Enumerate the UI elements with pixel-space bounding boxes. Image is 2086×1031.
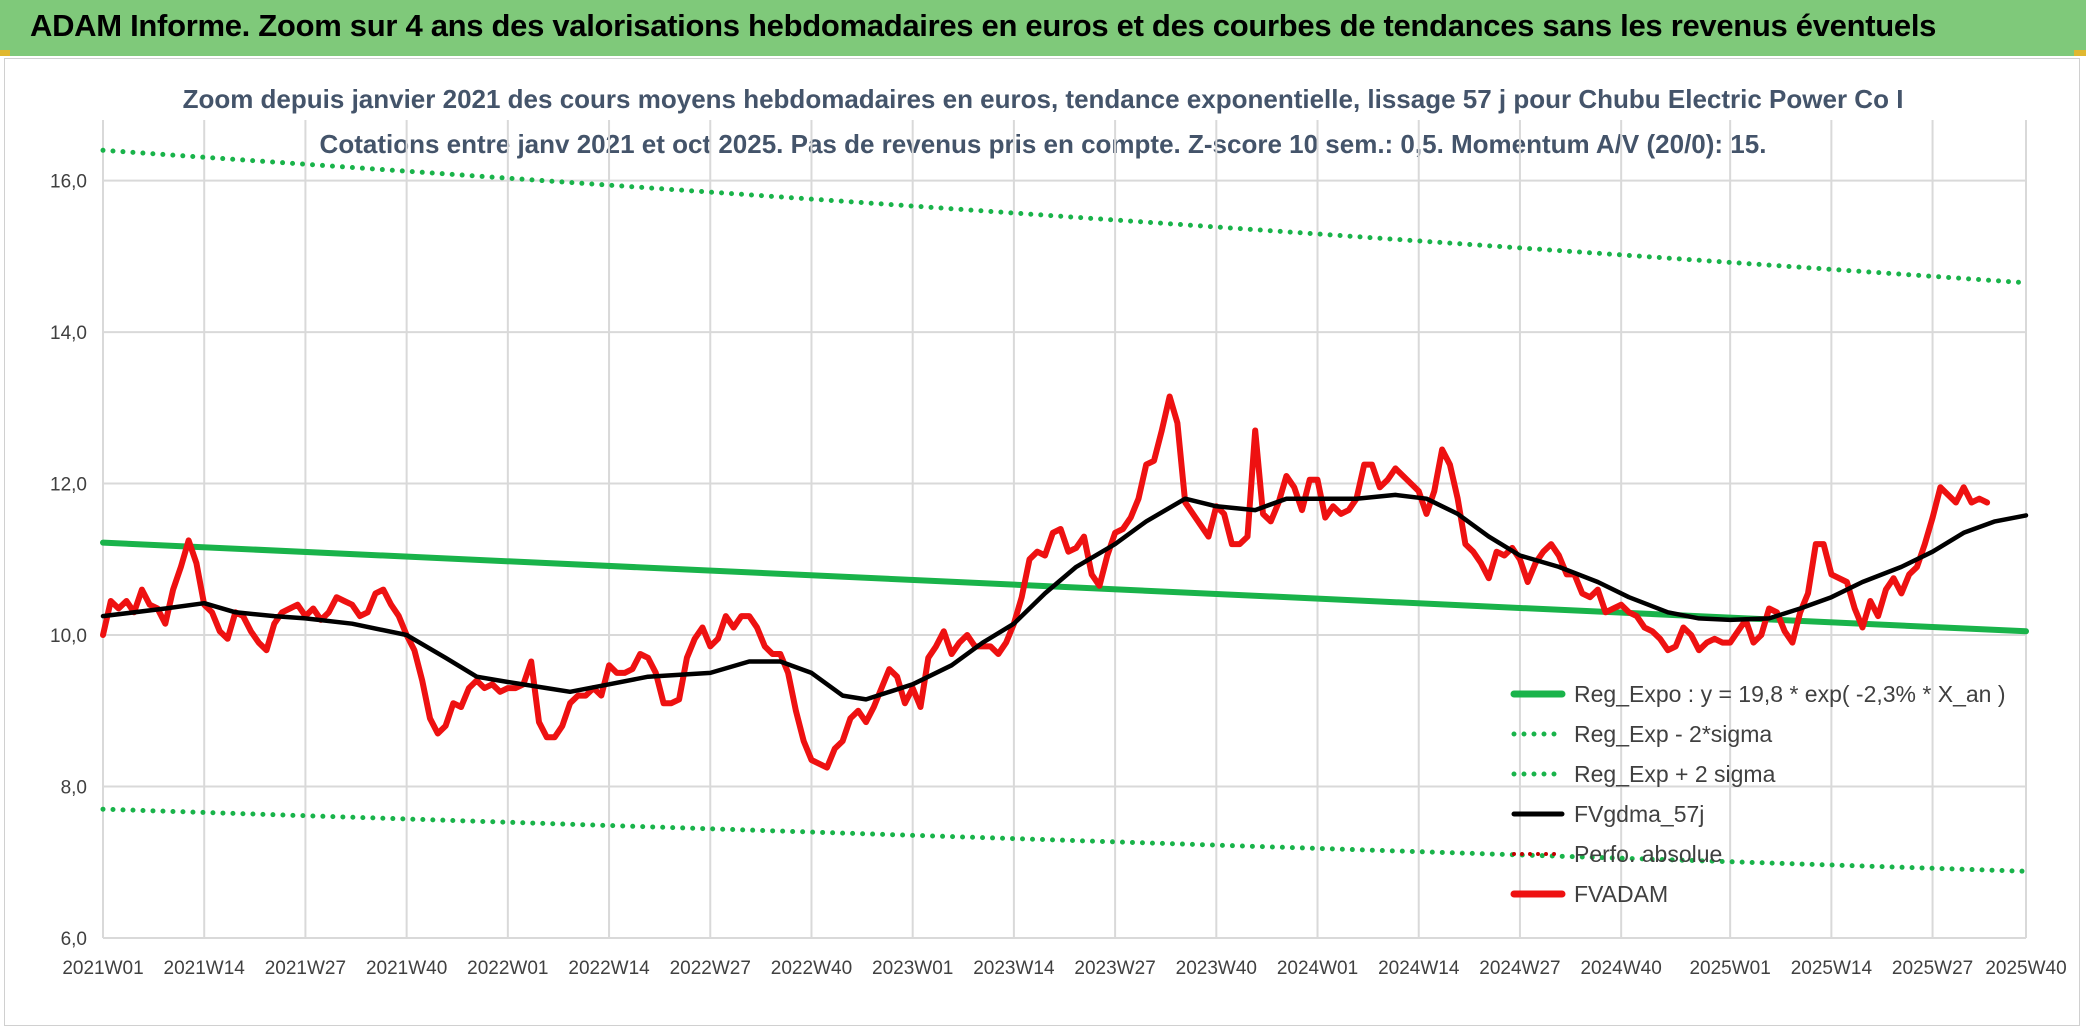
x-tick-label: 2024W14 — [1378, 958, 1460, 979]
legend-fvadam-label: FVADAM — [1574, 881, 1668, 907]
y-tick-label: 16,0 — [50, 172, 87, 193]
x-tick-label: 2021W14 — [164, 958, 246, 979]
x-tick-label: 2025W27 — [1892, 958, 1973, 979]
header-banner: ADAM Informe. Zoom sur 4 ans des valoris… — [0, 0, 2086, 56]
x-gridlines — [102, 120, 2027, 938]
fvgdma-57j-line — [100, 492, 2029, 702]
x-tick-label: 2021W40 — [366, 958, 447, 979]
y-tick-label: 14,0 — [50, 323, 87, 344]
x-tick-label: 2022W27 — [670, 958, 751, 979]
x-tick-label: 2023W27 — [1074, 958, 1155, 979]
y-axis-labels: 6,0 8,0 10,0 12,0 14,0 16,0 — [50, 172, 87, 950]
x-tick-label: 2023W40 — [1176, 958, 1257, 979]
legend-reg-expo-label: Reg_Expo : y = 19,8 * exp( -2,3% * X_an … — [1574, 681, 2006, 707]
reg-minus-2sigma-line — [100, 806, 2029, 874]
reg-plus-2sigma-line — [100, 147, 2029, 286]
x-tick-label: 2022W40 — [771, 958, 852, 979]
x-tick-label: 2025W01 — [1689, 958, 1770, 979]
legend: Reg_Expo : y = 19,8 * exp( -2,3% * X_an … — [1510, 681, 2006, 907]
x-tick-label: 2024W40 — [1580, 958, 1661, 979]
x-tick-label: 2021W27 — [265, 958, 346, 979]
y-gridlines — [103, 179, 2026, 939]
x-tick-label: 2024W01 — [1277, 958, 1358, 979]
x-tick-label: 2022W01 — [467, 958, 548, 979]
chart-title: Zoom depuis janvier 2021 des cours moyen… — [183, 84, 1904, 114]
x-tick-label: 2025W40 — [1985, 958, 2066, 979]
legend-perfo-absolue-label: Perfo. absolue — [1574, 841, 1722, 867]
y-tick-label: 10,0 — [50, 626, 87, 647]
y-tick-label: 6,0 — [61, 929, 87, 950]
x-tick-label: 2024W27 — [1479, 958, 1560, 979]
x-tick-label: 2022W14 — [568, 958, 650, 979]
x-tick-label: 2023W14 — [973, 958, 1055, 979]
legend-reg-minus-2sigma-label: Reg_Exp - 2*sigma — [1574, 721, 1772, 747]
y-tick-label: 12,0 — [50, 475, 87, 496]
legend-reg-plus-2sigma-label: Reg_Exp + 2 sigma — [1574, 761, 1776, 787]
y-tick-label: 8,0 — [61, 778, 87, 799]
x-tick-label: 2025W14 — [1791, 958, 1873, 979]
legend-fvgdma-57j-label: FVgdma_57j — [1574, 801, 1704, 827]
x-tick-label: 2021W01 — [62, 958, 143, 979]
banner-title: ADAM Informe. Zoom sur 4 ans des valoris… — [30, 8, 1937, 43]
chart-frame — [4, 58, 2080, 1026]
x-axis-labels: 2021W01 2021W14 2021W27 2021W40 2022W01 2022W… — [62, 958, 2066, 979]
banner-accent-left — [0, 50, 10, 56]
series-layer — [100, 147, 2029, 874]
x-tick-label: 2023W01 — [872, 958, 953, 979]
chart-subtitle: Cotations entre janv 2021 et oct 2025. P… — [320, 129, 1767, 159]
banner-accent-right — [2074, 50, 2086, 56]
fvadam-line — [100, 393, 1991, 771]
